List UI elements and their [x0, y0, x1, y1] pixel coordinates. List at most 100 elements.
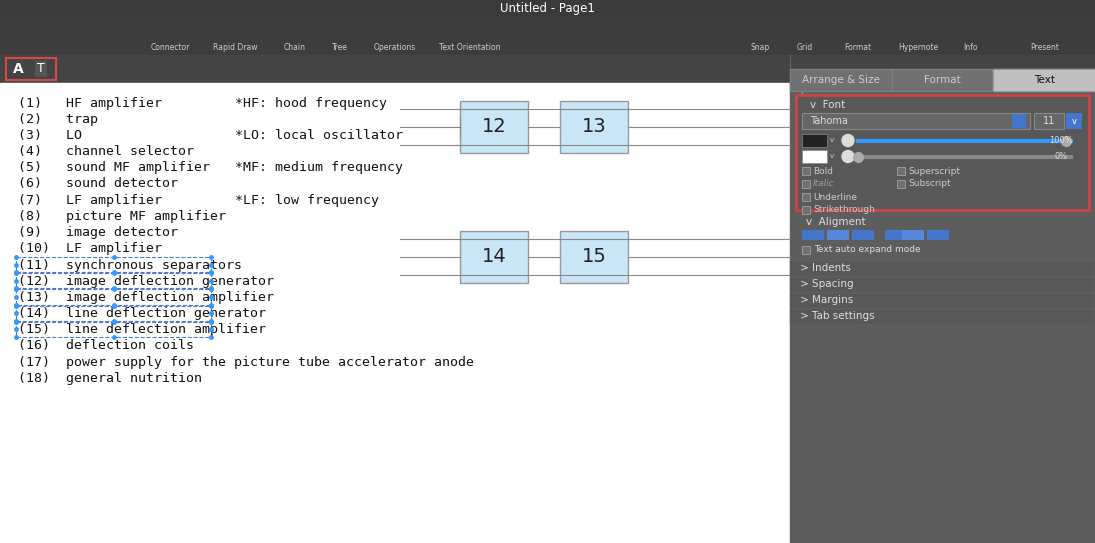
Text: 13: 13: [581, 117, 607, 136]
Text: *LO: local oscillator: *LO: local oscillator: [235, 129, 403, 142]
Text: (8)   picture MF amplifier: (8) picture MF amplifier: [18, 210, 226, 223]
Text: (4)   channel selector: (4) channel selector: [18, 145, 194, 158]
Bar: [0, 17, 1095, 55]
Text: (9)   image detector: (9) image detector: [18, 226, 178, 239]
Text: v  Font: v Font: [810, 100, 845, 110]
Bar: [927, 230, 949, 240]
Text: (14)  line deflection generator: (14) line deflection generator: [18, 307, 266, 320]
Text: > Tab settings: > Tab settings: [800, 311, 875, 321]
Bar: [802, 134, 827, 147]
Text: Format: Format: [924, 75, 961, 85]
Text: v: v: [830, 154, 834, 160]
Text: (3)   LO: (3) LO: [18, 129, 82, 142]
Text: Snap: Snap: [750, 43, 770, 53]
Bar: [802, 167, 810, 175]
Text: Underline: Underline: [812, 193, 857, 201]
Text: Present: Present: [1030, 43, 1060, 53]
Bar: [891, 69, 993, 91]
Bar: [0, 55, 1095, 83]
Bar: [802, 206, 810, 214]
Bar: [5, 58, 56, 80]
Text: (7)   LF amplifier: (7) LF amplifier: [18, 194, 162, 207]
Text: 11: 11: [1042, 116, 1056, 126]
Text: A: A: [13, 62, 23, 76]
Text: Tree: Tree: [332, 43, 348, 53]
Text: Text: Text: [1034, 75, 1054, 85]
Bar: [1034, 113, 1064, 129]
Text: > Indents: > Indents: [800, 263, 851, 273]
Bar: [560, 101, 629, 153]
Bar: [1012, 114, 1026, 128]
Text: 12: 12: [482, 117, 506, 136]
Text: Text Orientation: Text Orientation: [439, 43, 500, 53]
Bar: [0, 0, 1095, 17]
Text: 14: 14: [482, 248, 506, 267]
Bar: [789, 83, 1095, 97]
Text: Hypernote: Hypernote: [898, 43, 938, 53]
Text: Bold: Bold: [812, 167, 833, 175]
Bar: [852, 230, 874, 240]
Bar: [789, 69, 891, 91]
Text: (17)  power supply for the picture tube accelerator anode: (17) power supply for the picture tube a…: [18, 356, 474, 369]
Text: (13)  image deflection amplifier: (13) image deflection amplifier: [18, 291, 274, 304]
Text: Tahoma: Tahoma: [810, 116, 848, 126]
Bar: [897, 180, 904, 188]
Text: Strikethrough: Strikethrough: [812, 205, 875, 214]
Text: v: v: [830, 137, 834, 143]
Bar: [560, 231, 629, 283]
Bar: [802, 193, 810, 201]
Text: Operations: Operations: [373, 43, 416, 53]
Text: (11)  synchronous separators: (11) synchronous separators: [18, 258, 242, 272]
Bar: [802, 230, 825, 240]
Text: (16)  deflection coils: (16) deflection coils: [18, 339, 194, 352]
Circle shape: [842, 135, 854, 147]
Bar: [827, 230, 849, 240]
Text: 15: 15: [581, 248, 607, 267]
Bar: [1067, 113, 1082, 129]
Text: v  Aligment: v Aligment: [806, 217, 866, 227]
Text: +: +: [797, 84, 807, 97]
Circle shape: [842, 150, 854, 162]
Text: Text auto expand mode: Text auto expand mode: [814, 245, 921, 255]
Bar: [802, 180, 810, 188]
Text: Untitled - Page1: Untitled - Page1: [500, 2, 595, 15]
Text: *LF: low frequency: *LF: low frequency: [235, 194, 379, 207]
Text: Info: Info: [963, 43, 977, 53]
Text: Italic: Italic: [812, 180, 834, 188]
Bar: [897, 167, 904, 175]
Bar: [789, 309, 1095, 324]
Bar: [802, 150, 827, 163]
Bar: [802, 113, 1030, 129]
Text: v: v: [1072, 117, 1076, 125]
Text: Arrange & Size: Arrange & Size: [802, 75, 879, 85]
Text: > Margins: > Margins: [800, 295, 853, 305]
Text: *HF: hood frequency: *HF: hood frequency: [235, 97, 387, 110]
Bar: [16, 306, 211, 321]
Text: 0%: 0%: [1054, 152, 1068, 161]
Bar: [460, 231, 528, 283]
Bar: [802, 246, 810, 254]
Text: 100%: 100%: [1049, 136, 1073, 145]
Bar: [902, 230, 924, 240]
Bar: [0, 83, 789, 543]
Bar: [789, 69, 1095, 543]
Text: (18)  general nutrition: (18) general nutrition: [18, 372, 201, 385]
Text: Grid: Grid: [797, 43, 814, 53]
Text: (10)  LF amplifier: (10) LF amplifier: [18, 242, 162, 255]
Text: (1)   HF amplifier: (1) HF amplifier: [18, 97, 162, 110]
Text: (6)   sound detector: (6) sound detector: [18, 178, 178, 191]
Bar: [796, 95, 1090, 210]
Text: Superscript: Superscript: [908, 167, 960, 175]
Bar: [993, 69, 1095, 91]
Text: (15)  line deflection amplifier: (15) line deflection amplifier: [18, 323, 266, 336]
Bar: [789, 277, 1095, 292]
Bar: [789, 261, 1095, 276]
Text: (12)  image deflection generator: (12) image deflection generator: [18, 275, 274, 288]
Text: (5)   sound MF amplifier: (5) sound MF amplifier: [18, 161, 210, 174]
Bar: [16, 273, 211, 288]
Text: *MF: medium frequency: *MF: medium frequency: [235, 161, 403, 174]
Text: Rapid Draw: Rapid Draw: [212, 43, 257, 53]
Bar: [16, 289, 211, 305]
Bar: [789, 293, 1095, 308]
Bar: [16, 322, 211, 337]
